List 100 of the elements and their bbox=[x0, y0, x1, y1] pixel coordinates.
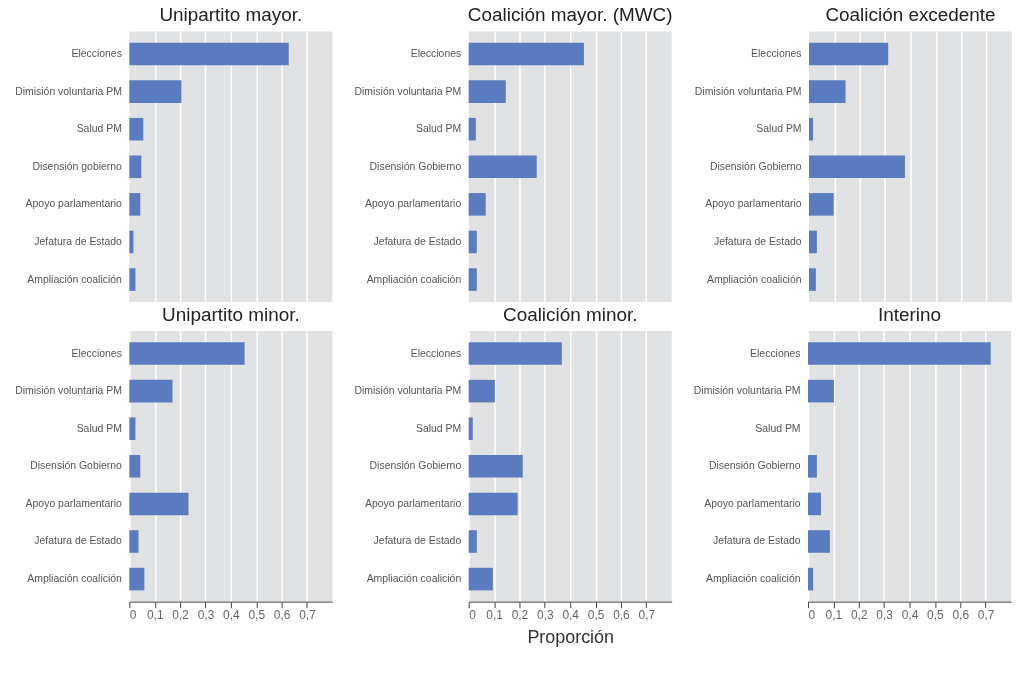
y-tick-label: Apoyo parlamentario bbox=[364, 497, 462, 509]
y-tick-label: Apoyo parlamentario bbox=[25, 497, 123, 509]
y-tick-label: Apoyo parlamentario bbox=[705, 198, 802, 210]
chart-title: Coalición minor. bbox=[502, 304, 638, 326]
bar bbox=[129, 268, 136, 291]
y-tick-label: Jefatura de Estado bbox=[373, 535, 462, 547]
y-tick-label: Dimisión voluntaria PM bbox=[15, 85, 122, 97]
bar bbox=[129, 117, 144, 141]
y-tick-label: Elecciones bbox=[71, 347, 122, 359]
bar bbox=[129, 42, 289, 66]
x-axis-title: Proporción bbox=[527, 626, 614, 647]
bar bbox=[809, 193, 834, 216]
y-tick-label: Elecciones bbox=[751, 47, 802, 59]
bar bbox=[129, 193, 141, 216]
x-tick-label: 0,6 bbox=[613, 608, 631, 623]
x-tick-label: 0,1 bbox=[146, 608, 164, 623]
x-tick-label: 0,3 bbox=[197, 608, 215, 623]
y-tick-label: Ampliación coalición bbox=[27, 573, 123, 585]
bar bbox=[468, 567, 493, 591]
bar bbox=[129, 530, 139, 553]
bar bbox=[809, 155, 905, 179]
x-tick-label: 0,2 bbox=[172, 608, 190, 623]
bar bbox=[809, 230, 817, 254]
y-tick-label: Apoyo parlamentario bbox=[25, 198, 123, 210]
x-tick-label: 0,4 bbox=[562, 608, 580, 623]
x-tick-label: 0,7 bbox=[299, 608, 317, 623]
bar bbox=[468, 80, 506, 103]
bar bbox=[809, 42, 889, 66]
y-tick-label: Dimisión voluntaria PM bbox=[354, 85, 462, 97]
y-tick-label: Salud PM bbox=[76, 422, 122, 434]
bar bbox=[129, 342, 245, 365]
y-tick-label: Elecciones bbox=[71, 47, 122, 59]
y-tick-label: Ampliación coalición bbox=[706, 273, 802, 285]
y-tick-label: Disensión Gobierno bbox=[708, 460, 801, 472]
y-tick-label: Elecciones bbox=[750, 347, 801, 359]
x-tick-label: 0,4 bbox=[901, 608, 919, 623]
y-tick-label: Ampliación coalición bbox=[27, 273, 123, 285]
bar bbox=[808, 567, 814, 591]
bar bbox=[129, 492, 189, 516]
y-tick-label: Salud PM bbox=[755, 422, 801, 434]
bar bbox=[809, 80, 846, 103]
bar bbox=[468, 193, 486, 216]
y-tick-label: Elecciones bbox=[410, 347, 462, 359]
y-tick-label: Jefatura de Estado bbox=[34, 535, 123, 547]
y-tick-label: Disensión Gobierno bbox=[369, 160, 462, 172]
x-tick-label: 0,3 bbox=[876, 608, 894, 623]
x-tick-label: 0 bbox=[808, 608, 816, 623]
chart-title: Coalición excedente bbox=[825, 4, 996, 26]
x-tick-label: 0 bbox=[129, 608, 137, 623]
x-tick-label: 0,5 bbox=[587, 608, 605, 623]
bar bbox=[808, 379, 834, 403]
bar bbox=[129, 417, 136, 440]
bar bbox=[809, 117, 814, 141]
bar bbox=[808, 530, 830, 553]
bar bbox=[468, 417, 473, 440]
bar bbox=[468, 230, 477, 254]
y-tick-label: Disensión gobierno bbox=[32, 160, 123, 172]
y-tick-label: Jefatura de Estado bbox=[713, 235, 802, 247]
y-tick-label: Disensión Gobierno bbox=[30, 460, 123, 472]
bar bbox=[808, 342, 991, 365]
y-tick-label: Ampliación coalición bbox=[366, 573, 462, 585]
x-tick-label: 0,5 bbox=[248, 608, 266, 623]
x-tick-label: 0,6 bbox=[273, 608, 291, 623]
x-tick-label: 0,6 bbox=[952, 608, 970, 623]
chart-title: Unipartito mayor. bbox=[159, 4, 303, 26]
bar bbox=[808, 492, 821, 516]
x-tick-label: 0,1 bbox=[825, 608, 843, 623]
y-tick-label: Ampliación coalición bbox=[366, 273, 462, 285]
bar bbox=[129, 379, 173, 403]
bar bbox=[468, 379, 495, 403]
bar bbox=[468, 42, 584, 66]
bar bbox=[129, 567, 145, 591]
x-tick-label: 0,3 bbox=[537, 608, 554, 623]
y-tick-label: Dimisión voluntaria PM bbox=[15, 385, 122, 397]
bar bbox=[468, 455, 523, 478]
x-tick-label: 0,2 bbox=[511, 608, 529, 623]
x-tick-label: 0,5 bbox=[927, 608, 945, 623]
x-tick-label: 0 bbox=[469, 608, 477, 623]
bar bbox=[129, 80, 182, 103]
y-tick-label: Dimisión voluntaria PM bbox=[354, 385, 462, 397]
bar bbox=[468, 492, 518, 516]
y-tick-label: Salud PM bbox=[756, 123, 802, 135]
bar bbox=[129, 155, 142, 179]
x-tick-label: 0,2 bbox=[850, 608, 868, 623]
y-tick-label: Elecciones bbox=[410, 47, 462, 59]
y-tick-label: Dimisión voluntaria PM bbox=[694, 85, 802, 97]
y-tick-label: Jefatura de Estado bbox=[34, 235, 123, 247]
bar bbox=[468, 342, 562, 365]
bar bbox=[468, 117, 476, 141]
bar bbox=[468, 268, 477, 291]
x-tick-label: 0,1 bbox=[486, 608, 504, 623]
x-tick-label: 0,7 bbox=[638, 608, 656, 623]
bar bbox=[468, 530, 477, 553]
y-tick-label: Salud PM bbox=[415, 422, 462, 434]
y-tick-label: Disensión Gobierno bbox=[369, 460, 462, 472]
y-tick-label: Ampliación coalición bbox=[705, 573, 801, 585]
bar bbox=[129, 455, 141, 478]
bar bbox=[809, 268, 816, 291]
x-tick-label: 0,4 bbox=[223, 608, 241, 623]
y-tick-label: Apoyo parlamentario bbox=[704, 497, 801, 509]
